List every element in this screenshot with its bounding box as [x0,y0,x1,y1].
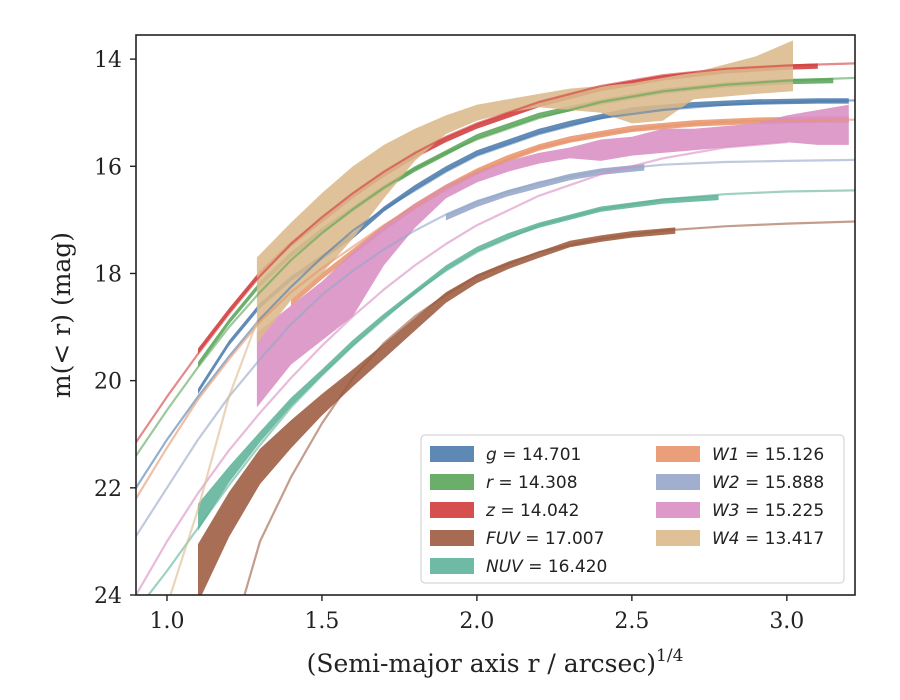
legend-label-g: g = 14.701 [486,445,581,465]
x-tick-label: 1.5 [304,609,339,634]
y-tick-label: 22 [94,477,122,502]
legend-box [420,434,845,584]
y-tick-label: 18 [94,262,122,287]
legend-swatch-fuv [430,530,474,546]
legend-swatch-nuv [430,558,474,574]
legend-label-w2: W2 = 15.888 [712,473,824,493]
model-curve-w4 [169,320,258,595]
model-curve-z [136,62,855,444]
y-tick-label: 16 [94,155,122,180]
x-axis-title: (Semi-major axis r / arcsec)1/4 [307,646,684,678]
y-tick-label: 24 [94,584,122,609]
y-tick-label: 20 [94,370,122,395]
y-axis-title: m(< r) (mag) [47,232,76,398]
x-tick-label: 2.0 [459,609,494,634]
y-axis: 14 16 18 20 22 24 [94,48,136,609]
x-axis: 1.0 1.5 2.0 2.5 3.0 [149,595,804,634]
model-curve-nuv [147,189,855,595]
plot-area [136,40,855,595]
legend-label-fuv: FUV = 17.007 [486,529,604,549]
model-lines-layer [136,62,855,595]
x-tick-label: 3.0 [769,609,804,634]
profile-band-w4 [256,40,793,344]
x-tick-label: 1.0 [149,609,184,634]
legend-label-w3: W3 = 15.225 [712,501,824,521]
x-tick-label: 2.5 [614,609,649,634]
legend-label-w4: W4 = 13.417 [712,529,824,549]
profile-band-nuv [198,194,719,531]
legend-swatch-w1 [656,446,700,462]
legend: g = 14.701 r = 14.308 z = 14.042 FUV = 17.0… [420,434,845,584]
legend-label-w1: W1 = 15.126 [712,445,824,465]
legend-label-nuv: NUV = 16.420 [486,557,607,577]
y-tick-label: 14 [94,48,122,73]
model-curve-w1 [136,118,855,500]
legend-swatch-w2 [656,474,700,490]
model-curve-w3 [136,141,788,595]
legend-swatch-g [430,446,474,462]
model-curve-g [136,99,855,489]
legend-label-r: r = 14.308 [486,473,578,493]
legend-swatch-z [430,502,474,518]
model-curve-w2 [136,158,855,538]
model-curve-r [136,76,855,457]
profile-band-w2 [445,164,645,221]
x-axis-title-text: (Semi-major axis r / arcsec) [307,649,656,678]
plot-frame [135,34,856,596]
legend-swatch-r [430,474,474,490]
legend-swatch-w3 [656,502,700,518]
legend-swatch-w4 [656,530,700,546]
model-curve-fuv [243,220,855,595]
x-axis-title-exponent: 1/4 [656,646,683,666]
legend-label-z: z = 14.042 [485,501,579,521]
